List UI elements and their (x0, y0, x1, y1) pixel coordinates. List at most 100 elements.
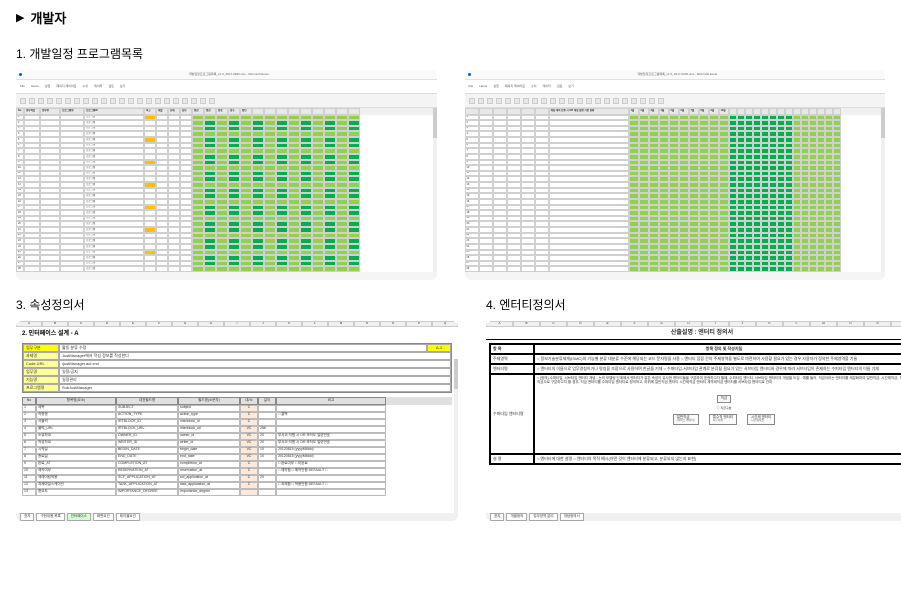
ribbon-tab[interactable]: File (20, 85, 25, 88)
table-row: 13중요도IMPORTANCE_DEGREEimportance_degree (22, 489, 452, 496)
toolbar-button[interactable] (209, 98, 215, 104)
table-row: 주제영역○ 정보기술분류체계(ISMC)의 기능별 분류 대분류 수준에 해당되… (490, 354, 901, 364)
toolbar-button[interactable] (74, 98, 80, 104)
sheet-tab[interactable]: 인터페이스 (67, 513, 91, 521)
toolbar-button[interactable] (469, 98, 475, 104)
ribbon-tab[interactable]: 삽입 (45, 85, 51, 88)
toolbar-button[interactable] (613, 98, 619, 104)
toolbar-button[interactable] (110, 98, 116, 104)
ribbon-tab[interactable]: Home (479, 85, 487, 88)
toolbar-button[interactable] (640, 98, 646, 104)
sheet-tab[interactable]: 개념정의서 (560, 513, 584, 521)
header-arrow-icon: ▶ (16, 11, 24, 24)
toolbar-button[interactable] (128, 98, 134, 104)
ribbon-tab[interactable]: File (469, 85, 474, 88)
ribbon-tab[interactable]: 페이지 레이아웃 (56, 85, 76, 88)
toolbar-button[interactable] (604, 98, 610, 104)
attribute-table: No항목명(요소)대표필드명필드명(소문자)대/소길이비고 1제목SUBJECT… (22, 397, 452, 496)
toolbar-button[interactable] (658, 98, 664, 104)
ribbon-tab[interactable]: 검토 (108, 85, 114, 88)
toolbar-button[interactable] (559, 98, 565, 104)
table-row: 10예약여부RESERVATION_ATreservation_atC□ 예약함… (22, 468, 452, 475)
section-3-title: 3. 속성정의서 (16, 296, 458, 313)
table-row: 3서블럭IRTBLOCK_IDinterblock_idC (22, 419, 452, 426)
ribbon-tab[interactable]: 검토 (557, 85, 563, 88)
toolbar-button[interactable] (20, 98, 26, 104)
toolbar-button[interactable] (173, 98, 179, 104)
excel-titlebar: 개발일정프로그램목록_v1.0_2017-0930.xlsx - Microso… (16, 70, 437, 80)
toolbar-button[interactable] (541, 98, 547, 104)
toolbar-button[interactable] (622, 98, 628, 104)
toolbar-button[interactable] (146, 98, 152, 104)
doc-title: 산출설명 : 엔터티 정의서 (486, 327, 901, 340)
ribbon-tab[interactable]: 삽입 (493, 85, 499, 88)
toolbar-button[interactable] (595, 98, 601, 104)
ribbon-tab[interactable]: 보기 (568, 85, 574, 88)
meta-label: 업무명 (23, 368, 59, 376)
toolbar-button[interactable] (532, 98, 538, 104)
sheet-tab[interactable]: 테이블요건 (116, 513, 140, 521)
table-row: 엔터티명○ 엔터티의 이름으로 업무명칭이거나 명칭을 조합으로 사용하며 한글… (490, 364, 901, 374)
toolbar-button[interactable] (191, 98, 197, 104)
toolbar-button[interactable] (92, 98, 98, 104)
ribbon-tab[interactable]: 데이터 (94, 85, 102, 88)
ribbon-tab[interactable]: 수식 (531, 85, 537, 88)
meta-table: 업무구분활동 분류 수정A-1과제명JustManager에서 작성 정보를 작… (22, 343, 452, 393)
meta-label: 프로그램명 (23, 384, 59, 392)
meta-label: Code URL (23, 360, 59, 368)
table-row: 9완료_ATCOMPLETION_ATcompletion_atC□ 완료여부 … (22, 461, 452, 468)
row-1: 개발일정프로그램목록_v1.0_2017-0930.xlsx - Microso… (16, 70, 885, 280)
sheet-tab[interactable]: 업무영역 분리 (529, 513, 557, 521)
toolbar-button[interactable] (577, 98, 583, 104)
toolbar-button[interactable] (200, 98, 206, 104)
toolbar-button[interactable] (182, 98, 188, 104)
ribbon-tab[interactable]: 보기 (120, 85, 126, 88)
toolbar-button[interactable] (550, 98, 556, 104)
toolbar-button[interactable] (155, 98, 161, 104)
table-row: 4블럭_URLIRTBLOCK_URLinterblock_urlVC256 (22, 426, 452, 433)
spreadsheet-grid-2: 계획 대비 진행 시 OR 계획 일정 기준 현황1월2월3월4월5월6월7월8… (465, 108, 886, 272)
toolbar-button[interactable] (568, 98, 574, 104)
ribbon-tab[interactable]: 페이지 레이아웃 (505, 85, 525, 88)
toolbar-button[interactable] (119, 98, 125, 104)
toolbar-button[interactable] (514, 98, 520, 104)
meta-value: SubJustManager (59, 384, 451, 392)
screenshot-4: ABCDEFGHIJKLMNOP 산출설명 : 엔터티 정의서 항 목항목 정의… (486, 321, 901, 521)
toolbar-button[interactable] (586, 98, 592, 104)
toolbar-button[interactable] (523, 98, 529, 104)
toolbar-button[interactable] (496, 98, 502, 104)
sheet-tab[interactable]: 구현내용 목록 (36, 513, 64, 521)
ribbon-tab[interactable]: 데이터 (543, 85, 551, 88)
excel-ribbon-tabs: File Home 삽입 페이지 레이아웃 수식 데이터 검토 보기 (465, 80, 886, 94)
sheet-tab[interactable]: 표지 (20, 513, 34, 521)
toolbar-button[interactable] (649, 98, 655, 104)
table-row: 설 명○ 엔터티에 대한 설명 ○ 엔터티의 목적 예시(어떤 것이 엔터티에 … (490, 454, 901, 464)
toolbar-button[interactable] (38, 98, 44, 104)
sheet-tab[interactable]: 표지 (490, 513, 504, 521)
toolbar-button[interactable] (101, 98, 107, 104)
sheet-tab[interactable]: 화면요건 (93, 513, 114, 521)
ribbon-tab[interactable]: 수식 (83, 85, 89, 88)
table-row: 12과제마일스케이션TASK_APPLICATION_ATtask_applic… (22, 482, 452, 489)
sheet-tabs[interactable]: 표지구현내용 목록인터페이스화면요건테이블요건 (16, 513, 458, 521)
section-1-title: 1. 개발일정 프로그램목록 (16, 45, 885, 62)
meta-value: /justManager.act.xml (59, 360, 451, 368)
sheet-tab[interactable]: 개별정의 (506, 513, 527, 521)
toolbar-button[interactable] (56, 98, 62, 104)
excel-toolbar (16, 94, 437, 108)
screenshot-3: ABCDEFGHIJKLMNOPQ 2. 인터페이스 설계 - A 업무구분활동… (16, 321, 458, 521)
sheet-tabs[interactable]: 표지개별정의업무영역 분리개념정의서 (486, 513, 901, 521)
toolbar-button[interactable] (478, 98, 484, 104)
toolbar-button[interactable] (164, 98, 170, 104)
toolbar-button[interactable] (137, 98, 143, 104)
table-row: 7시작일BEGIN_DATEbegin_dateVC1020120815 (yy… (22, 447, 452, 454)
table-row: 6작성자IDWRITER_IDwriter_idVC20부서코 직원 시 OR … (22, 440, 452, 447)
toolbar-button[interactable] (29, 98, 35, 104)
toolbar-button[interactable] (505, 98, 511, 104)
toolbar-button[interactable] (47, 98, 53, 104)
toolbar-button[interactable] (83, 98, 89, 104)
toolbar-button[interactable] (631, 98, 637, 104)
toolbar-button[interactable] (487, 98, 493, 104)
toolbar-button[interactable] (65, 98, 71, 104)
ribbon-tab[interactable]: Home (31, 85, 39, 88)
